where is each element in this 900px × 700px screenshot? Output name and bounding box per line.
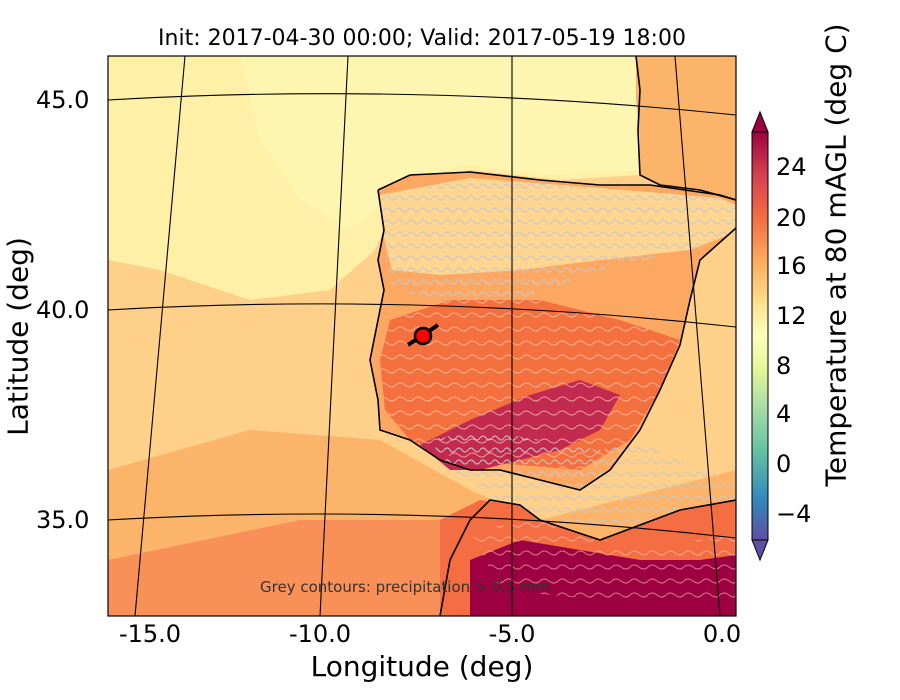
x-tick-label: -10.0	[288, 620, 352, 648]
meridian-0	[674, 56, 721, 616]
precip-contours-land	[380, 178, 736, 300]
colorbar-tick-label: 0	[776, 450, 792, 478]
x-tick-label: 0.0	[702, 620, 742, 648]
colorbar-tick-label: 16	[776, 252, 807, 280]
y-tick-label: 35.0	[36, 506, 90, 534]
y-axis-label: Latitude (deg)	[1, 237, 35, 436]
colorbar	[751, 110, 769, 562]
colorbar-tick-label: 4	[776, 400, 792, 428]
colorbar-tick-label: 24	[776, 153, 807, 181]
colorbar-bottom-arrow	[751, 539, 769, 562]
x-tick-label: -5.0	[488, 620, 536, 648]
colorbar-gradient	[751, 131, 769, 541]
y-tick-label: 45.0	[36, 86, 90, 114]
france-coastline	[635, 56, 736, 201]
temp-contours-land	[380, 300, 680, 470]
parallel-40	[108, 303, 736, 328]
parallel-35	[108, 513, 736, 539]
location-marker	[413, 326, 433, 346]
x-tick-label: -15.0	[118, 620, 182, 648]
meridian-minus-15	[134, 56, 186, 616]
map-panel	[108, 56, 736, 616]
precip-contours-africa	[470, 520, 736, 600]
colorbar-tick-label: 8	[776, 352, 792, 380]
colorbar-label: Temperature at 80 mAGL (deg C)	[819, 23, 853, 487]
precip-annotation: Grey contours: precipitation > 0.5 mm	[260, 578, 551, 596]
iberia-coastline	[369, 171, 736, 491]
africa-coastline	[439, 499, 736, 616]
map-frame	[107, 55, 737, 617]
colorbar-tick-label: 20	[776, 204, 807, 232]
france-land	[636, 56, 736, 200]
figure-title: Init: 2017-04-30 00:00; Valid: 2017-05-1…	[158, 26, 686, 51]
graticule	[108, 56, 736, 616]
colorbar-tick-label: −4	[776, 500, 812, 528]
cool-sea-core	[240, 56, 736, 230]
parallel-45	[108, 93, 736, 116]
colorbar-tick-label: 12	[776, 302, 807, 330]
x-axis-label: Longitude (deg)	[310, 650, 534, 683]
meridian-minus-10	[319, 56, 349, 616]
y-tick-label: 40.0	[36, 296, 90, 324]
colorbar-top-arrow	[751, 110, 769, 133]
